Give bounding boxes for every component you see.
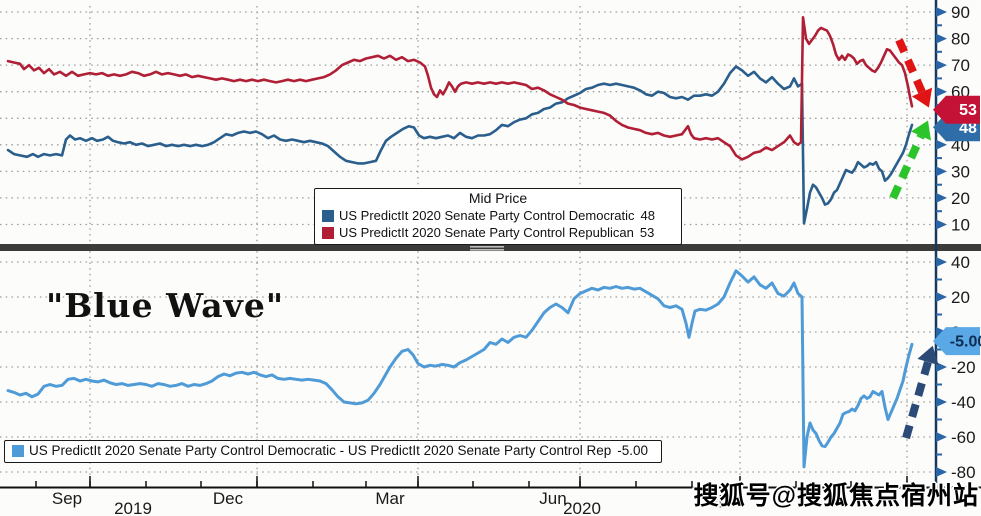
y-tick-arrow-icon	[936, 60, 947, 71]
y-tick-label: 20	[951, 288, 970, 307]
x-tick-label: Mar	[375, 489, 405, 508]
blue-wave-annotation: "Blue Wave"	[46, 286, 285, 325]
y-tick-arrow-icon	[936, 257, 947, 267]
bottom-legend: US PredictIt 2020 Senate Party Control D…	[4, 440, 662, 463]
y-tick-arrow-icon	[936, 397, 947, 407]
y-tick-arrow-icon	[936, 33, 947, 44]
x-tick-label: Jun	[539, 489, 566, 508]
spread-line	[6, 269, 914, 469]
x-tick-label: Sep	[52, 489, 82, 508]
y-tick-label: 20	[951, 189, 970, 208]
democratic-trend-arrow-head-icon	[911, 120, 931, 141]
legend-label: US PredictIt 2020 Senate Party Control D…	[339, 208, 635, 223]
x-tick-label: Sep	[698, 489, 728, 508]
y-tick-arrow-icon	[936, 467, 947, 477]
legend-title: Mid Price	[468, 190, 528, 206]
divider-drag-handle[interactable]	[470, 246, 504, 248]
spread-swatch-icon	[12, 444, 24, 457]
last-price-badge	[933, 95, 980, 124]
republican-trend-arrow-head-icon	[911, 87, 933, 108]
legend-value: -5.00	[617, 443, 649, 458]
legend-value: 48	[640, 208, 655, 223]
top-legend: Mid Price US PredictIt 2020 Senate Party…	[314, 188, 682, 245]
watermark: 搜狐号@搜狐焦点宿州站	[693, 482, 979, 510]
y-tick-arrow-icon	[936, 219, 947, 230]
spread-trend-arrow-head-icon	[917, 345, 939, 366]
democratic-swatch-icon	[322, 209, 334, 222]
y-tick-arrow-icon	[936, 432, 947, 442]
y-tick-label: 90	[951, 3, 970, 22]
x-tick-label: Dec	[213, 489, 244, 508]
y-tick-label: 10	[951, 216, 970, 235]
y-tick-label: -80	[951, 463, 976, 482]
y-tick-label: 70	[951, 56, 970, 75]
badge-value: 53	[959, 102, 977, 119]
y-tick-label: 30	[951, 162, 970, 181]
y-tick-arrow-icon	[936, 192, 947, 203]
y-tick-arrow-icon	[936, 139, 947, 150]
legend-label: US PredictIt 2020 Senate Party Control D…	[29, 443, 612, 458]
y-tick-label: 80	[951, 30, 970, 49]
legend-item-democratic[interactable]: US PredictIt 2020 Senate Party Control D…	[322, 207, 674, 224]
x-year-label: 2019	[114, 499, 152, 516]
y-tick-arrow-icon	[936, 86, 947, 97]
spread-trend-arrow	[902, 360, 932, 440]
democratic-line	[6, 65, 914, 225]
legend-value: 53	[639, 225, 655, 240]
y-tick-arrow-icon	[936, 7, 947, 17]
badge-value: -5.00	[950, 334, 981, 351]
y-tick-arrow-icon	[936, 362, 947, 372]
last-price-badge	[933, 327, 980, 356]
x-year-label: 2020	[563, 499, 601, 516]
legend-item-spread[interactable]: US PredictIt 2020 Senate Party Control D…	[12, 442, 654, 459]
legend-item-republican[interactable]: US PredictIt 2020 Senate Party Control R…	[322, 224, 674, 241]
legend-label: US PredictIt 2020 Senate Party Control R…	[339, 225, 634, 240]
badge-value: 48	[959, 120, 977, 137]
democratic-trend-arrow	[889, 134, 925, 200]
y-tick-label: 40	[951, 253, 970, 272]
y-tick-label: -60	[951, 428, 976, 447]
y-tick-arrow-icon	[936, 166, 947, 177]
divider-drag-handle[interactable]	[470, 249, 504, 251]
y-tick-arrow-icon	[936, 292, 947, 302]
y-tick-label: -20	[951, 358, 976, 377]
republican-trend-arrow	[895, 38, 926, 94]
y-tick-label: -40	[951, 393, 976, 412]
republican-swatch-icon	[322, 226, 334, 239]
republican-line	[6, 15, 914, 161]
